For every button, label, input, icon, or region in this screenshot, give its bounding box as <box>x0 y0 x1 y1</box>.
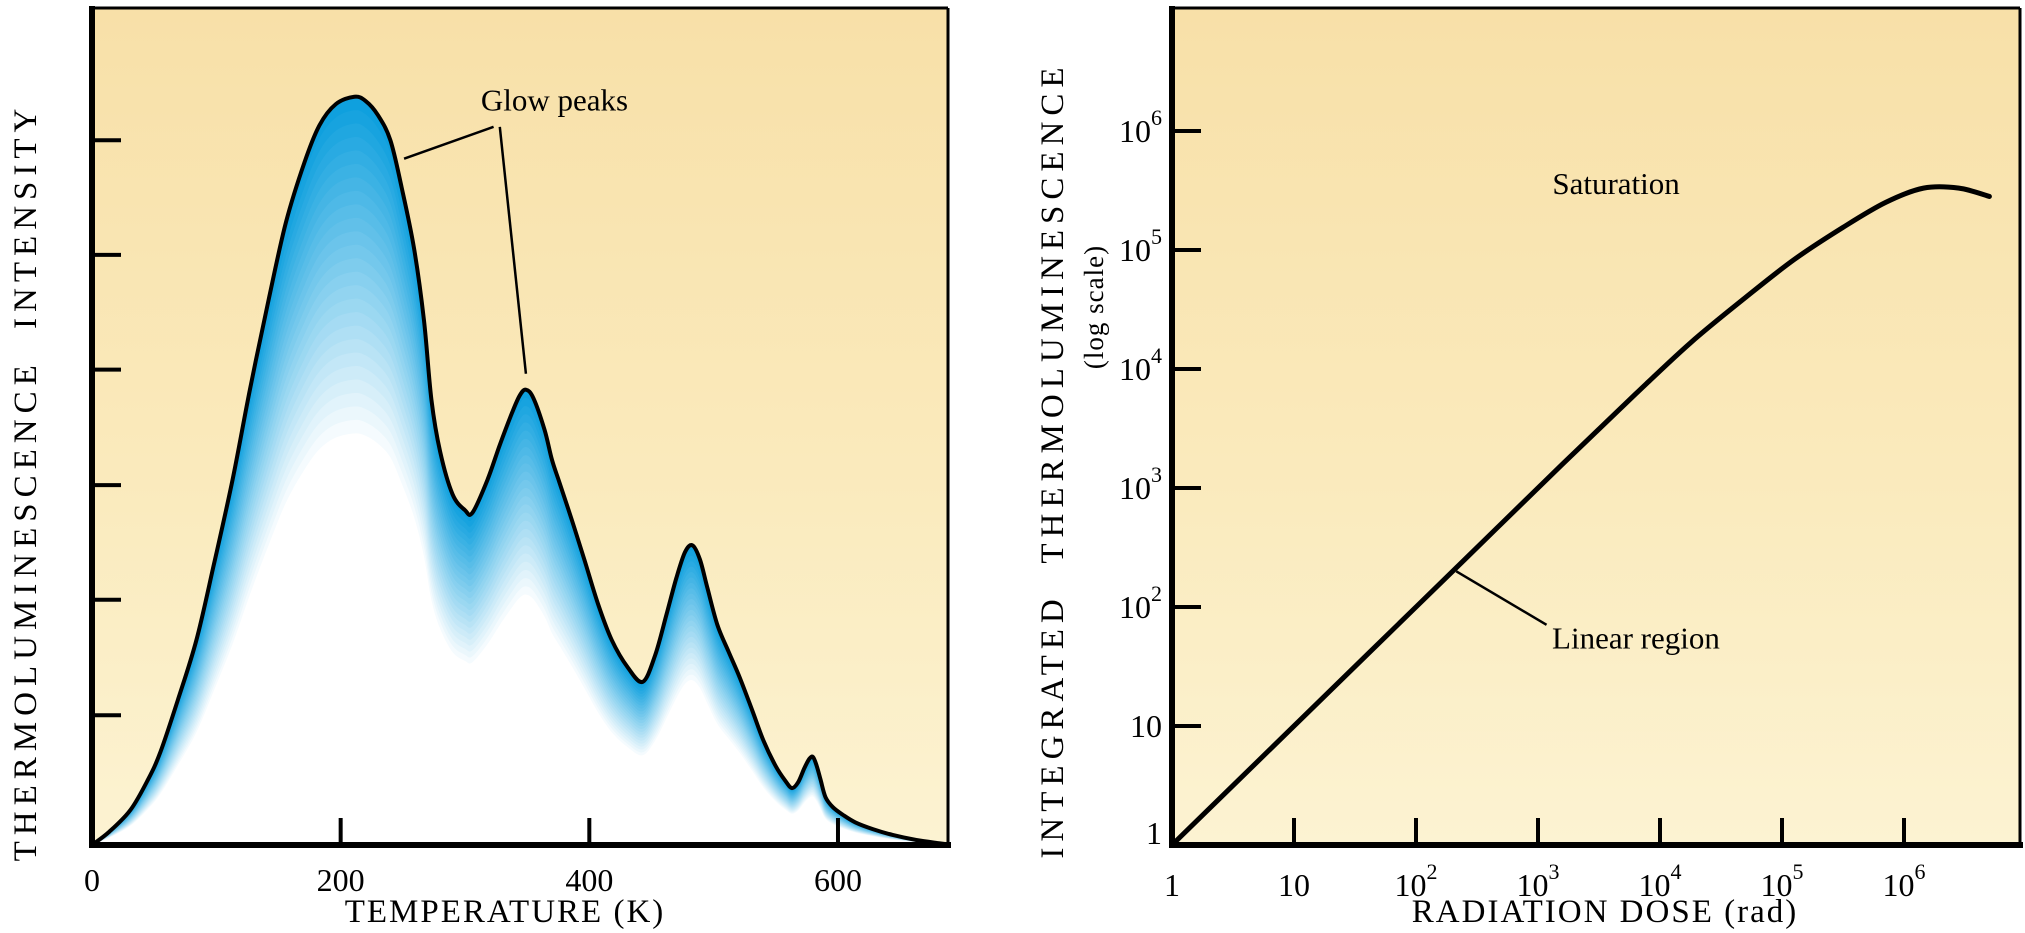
x-tick-label: 1 <box>1164 867 1180 903</box>
annotation-pointer-line <box>403 125 495 160</box>
y-axis-title: THERMOLUMINESCENCE INTENSITY <box>8 103 44 862</box>
x-tick-label: 102 <box>1395 859 1438 904</box>
annotation-linear-region: Linear region <box>1552 620 1720 655</box>
y-tick-label: 10 <box>1130 708 1162 744</box>
x-tick-label: 10 <box>1278 867 1310 903</box>
y-tick-label: 105 <box>1119 224 1162 269</box>
x-axis-title: TEMPERATURE (K) <box>345 894 666 930</box>
y-axis-title: INTEGRATED THERMOLUMINESCENCE <box>1035 61 1071 858</box>
x-tick-label: 200 <box>317 862 365 898</box>
dose-response-chart: 1 10 102 103 104 105 106 1 10 102 103 104 105 106 RADI… <box>1035 6 2023 930</box>
annotation-pointer-line <box>498 126 528 374</box>
x-tick-label: 103 <box>1517 859 1560 904</box>
glow-layer <box>93 433 947 845</box>
y-tick-label: 104 <box>1119 343 1162 388</box>
x-tick-label: 104 <box>1639 859 1682 904</box>
y-tick-label: 102 <box>1119 581 1162 626</box>
x-tick-label: 105 <box>1761 859 1804 904</box>
y-tick-label: 103 <box>1119 462 1162 507</box>
y-tick-label: 1 <box>1146 815 1162 851</box>
y-axis-subtitle: (log scale) <box>1079 245 1109 369</box>
x-tick-label: 400 <box>565 862 613 898</box>
x-axis-title: RADIATION DOSE (rad) <box>1412 894 1798 930</box>
x-tick-label: 600 <box>814 862 862 898</box>
y-tick-label: 106 <box>1119 105 1162 150</box>
x-tick-label: 106 <box>1883 859 1926 904</box>
dose-response-curve <box>1169 184 1992 848</box>
annotation-saturation: Saturation <box>1552 166 1680 201</box>
annotation-pointer-line <box>1455 570 1548 626</box>
x-tick-label: 0 <box>84 862 100 898</box>
glow-curve-line <box>93 94 947 845</box>
annotation-glow-peaks: Glow peaks <box>481 83 628 118</box>
glow-curve-chart: 0 200 400 600 TEMPERATURE (K) THERMOLUMINESCE… <box>8 6 951 930</box>
glow-gradient-fill <box>93 96 947 845</box>
